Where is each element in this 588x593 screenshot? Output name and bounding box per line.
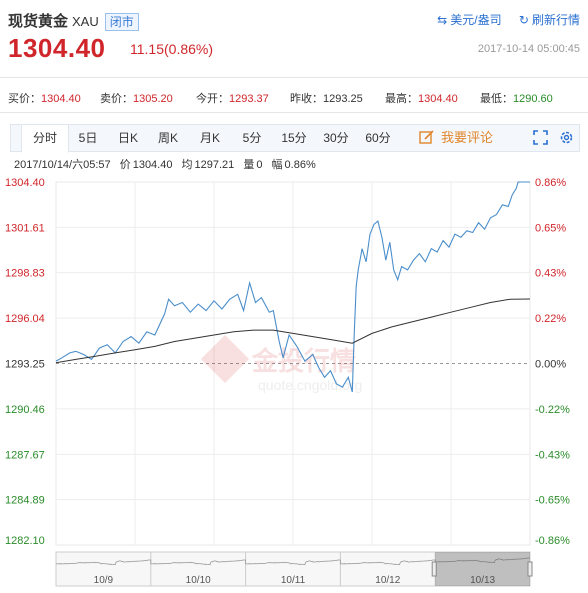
y-tick-label-left: 1293.25 bbox=[5, 359, 45, 371]
stat-value: 1293.25 bbox=[323, 93, 363, 105]
navigator-selection bbox=[435, 552, 530, 586]
market-status-badge: 闭市 bbox=[104, 13, 139, 31]
tab-5day[interactable]: 5日 bbox=[78, 131, 98, 145]
info-amp-label: 幅 bbox=[271, 159, 283, 171]
stats-row: 买价：1304.40 卖价：1305.20 今开：1293.37 昨收：1293… bbox=[8, 90, 580, 106]
fullscreen-icon[interactable] bbox=[533, 130, 548, 145]
tab-intraday[interactable]: 分时 bbox=[21, 124, 69, 153]
navigator-group: 10/9 10/10 10/11 10/12 10/13 bbox=[55, 551, 533, 587]
y-tick-label-left: 1298.83 bbox=[5, 268, 45, 280]
stat-low: 最低：1290.60 bbox=[480, 90, 553, 106]
average-line bbox=[55, 298, 531, 364]
navigator-day-label: 10/10 bbox=[186, 575, 211, 586]
refresh-label: 刷新行情 bbox=[531, 13, 580, 27]
price-line bbox=[55, 181, 530, 393]
intraday-chart[interactable]: 06:0010:0014:0018:0022:0002:0006:001304.… bbox=[0, 172, 588, 550]
y-tick-label-right: 0.22% bbox=[535, 313, 566, 325]
divider bbox=[0, 77, 588, 78]
tab-15min[interactable]: 15分 bbox=[281, 131, 307, 145]
quote-timestamp: 2017-10-14 05:00:45 bbox=[477, 43, 580, 55]
stat-label: 今开： bbox=[196, 93, 229, 105]
stat-label: 昨收： bbox=[290, 93, 323, 105]
header-links: ⇆ 美元/盎司 ↻ 刷新行情 bbox=[423, 11, 580, 28]
tab-60min[interactable]: 60分 bbox=[365, 131, 391, 145]
price-row: 1304.40 11.15(0.86%) 2017-10-14 05:00:45 bbox=[8, 33, 580, 67]
y-tick-label-left: 1282.10 bbox=[5, 535, 45, 547]
y-tick-label-left: 1290.46 bbox=[5, 404, 45, 416]
y-tick-label-right: 0.65% bbox=[535, 222, 566, 234]
info-price: 1304.40 bbox=[132, 159, 173, 171]
navigator-trend-line bbox=[56, 557, 530, 566]
y-tick-label-left: 1284.89 bbox=[5, 495, 45, 507]
navigator-day-label: 10/11 bbox=[281, 575, 306, 586]
tab-weekly-k[interactable]: 周K bbox=[157, 131, 178, 145]
navigator-day-label: 10/13 bbox=[470, 575, 495, 586]
refresh-link[interactable]: ↻ 刷新行情 bbox=[519, 13, 580, 27]
swap-icon: ⇆ bbox=[437, 13, 448, 27]
y-tick-label-right: -0.22% bbox=[535, 404, 570, 416]
navigator-day-label: 10/9 bbox=[94, 575, 114, 586]
tab-30min[interactable]: 30分 bbox=[323, 131, 349, 145]
settings-icon[interactable] bbox=[559, 130, 574, 145]
info-datetime: 2017/10/14/六05:57 bbox=[14, 159, 111, 171]
last-price: 1304.40 bbox=[8, 33, 106, 63]
header: 现货黄金 XAU 闭市 ⇆ 美元/盎司 ↻ 刷新行情 bbox=[8, 6, 580, 32]
watermark-logo-icon bbox=[200, 334, 250, 384]
y-tick-label-right: -0.65% bbox=[535, 495, 570, 507]
period-tabs: 分时 5日 日K 周K 月K 5分 15分 30分 60分 我要评论 bbox=[10, 124, 580, 153]
tab-5min[interactable]: 5分 bbox=[242, 131, 262, 145]
instrument-title: 现货黄金 XAU 闭市 bbox=[8, 10, 139, 31]
stat-high: 最高：1304.40 bbox=[385, 90, 458, 106]
tab-monthly-k[interactable]: 月K bbox=[199, 131, 220, 145]
unit-switch-link[interactable]: ⇆ 美元/盎司 bbox=[437, 13, 501, 27]
navigator-frame bbox=[55, 551, 531, 587]
stat-label: 最低： bbox=[480, 93, 513, 105]
stat-prev-close: 昨收：1293.25 bbox=[290, 90, 363, 106]
y-tick-label-left: 1304.40 bbox=[5, 177, 45, 189]
unit-switch-label: 美元/盎司 bbox=[450, 13, 502, 27]
navigator-handle-right bbox=[527, 561, 533, 577]
y-tick-label-right: -0.43% bbox=[535, 449, 570, 461]
y-tick-label-right: 0.00% bbox=[535, 359, 566, 371]
tab-daily-k[interactable]: 日K bbox=[117, 131, 138, 145]
navigator-handle-left bbox=[431, 561, 437, 577]
y-tick-label-right: 0.43% bbox=[535, 268, 566, 280]
info-avg: 1297.21 bbox=[194, 159, 235, 171]
watermark-text: 金投行情 bbox=[251, 346, 356, 377]
watermark-url: quote.cngold.org bbox=[258, 377, 362, 393]
stat-value: 1293.37 bbox=[229, 93, 269, 105]
edit-icon bbox=[419, 130, 434, 144]
stat-open: 今开：1293.37 bbox=[196, 90, 269, 106]
y-tick-label-left: 1296.04 bbox=[5, 313, 45, 325]
stat-bid: 买价：1304.40 bbox=[8, 90, 81, 106]
info-avg-label: 均 bbox=[181, 159, 193, 171]
time-navigator[interactable]: 10/9 10/10 10/11 10/12 10/13 bbox=[0, 548, 588, 590]
instrument-symbol: XAU bbox=[72, 14, 99, 29]
stat-value: 1304.40 bbox=[41, 93, 81, 105]
stat-label: 买价： bbox=[8, 93, 41, 105]
stat-label: 最高： bbox=[385, 93, 418, 105]
y-tick-label-right: -0.86% bbox=[535, 535, 570, 547]
comment-button[interactable]: 我要评论 bbox=[419, 125, 493, 151]
info-vol-label: 量 bbox=[243, 159, 255, 171]
refresh-icon: ↻ bbox=[518, 13, 529, 27]
price-change: 11.15(0.86%) bbox=[130, 41, 214, 57]
stat-value: 1304.40 bbox=[418, 93, 458, 105]
instrument-name: 现货黄金 bbox=[8, 13, 69, 30]
stat-value: 1290.60 bbox=[513, 93, 553, 105]
info-amp: 0.86% bbox=[284, 159, 316, 171]
comment-label: 我要评论 bbox=[441, 130, 494, 145]
navigator-day-label: 10/12 bbox=[375, 575, 400, 586]
stat-ask: 卖价：1305.20 bbox=[100, 90, 173, 106]
info-price-label: 价 bbox=[119, 159, 131, 171]
y-tick-label-right: 0.86% bbox=[535, 177, 566, 189]
info-vol: 0 bbox=[256, 159, 263, 171]
y-tick-label-left: 1301.61 bbox=[5, 222, 45, 234]
divider bbox=[0, 112, 588, 113]
y-tick-label-left: 1287.67 bbox=[5, 449, 45, 461]
stat-value: 1305.20 bbox=[133, 93, 173, 105]
stat-label: 卖价： bbox=[100, 93, 133, 105]
